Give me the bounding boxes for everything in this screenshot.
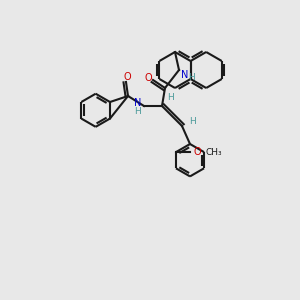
Text: O: O xyxy=(144,73,152,83)
Text: H: H xyxy=(189,116,195,125)
Text: CH₃: CH₃ xyxy=(206,148,223,157)
Text: H: H xyxy=(134,107,141,116)
Text: O: O xyxy=(123,72,131,82)
Text: N: N xyxy=(181,70,188,80)
Text: H: H xyxy=(188,74,195,82)
Text: H: H xyxy=(167,94,173,103)
Text: O: O xyxy=(194,147,202,157)
Text: N: N xyxy=(134,98,141,108)
